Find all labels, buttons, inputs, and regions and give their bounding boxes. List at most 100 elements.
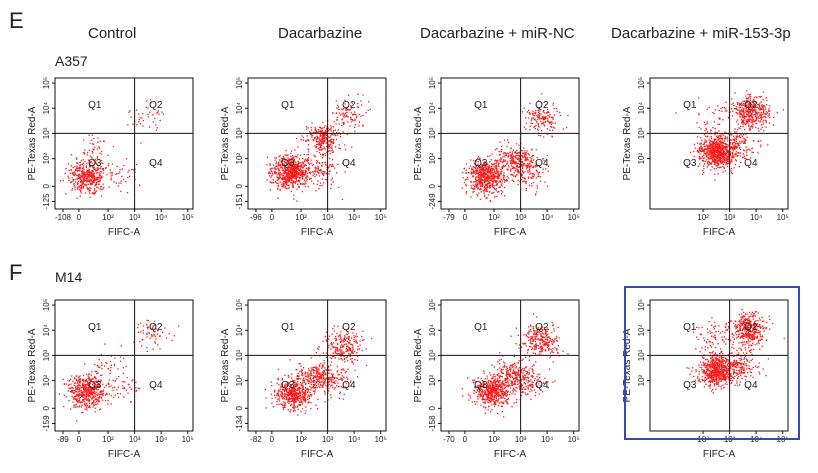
scatter-point xyxy=(742,108,745,110)
scatter-point xyxy=(704,139,706,141)
scatter-point xyxy=(719,153,721,155)
scatter-point xyxy=(506,145,508,148)
scatter-point xyxy=(86,407,88,409)
scatter-point xyxy=(85,177,87,179)
scatter-point xyxy=(494,175,496,177)
quadrant-label-q1: Q1 xyxy=(474,100,488,111)
scatter-point xyxy=(82,187,84,190)
scatter-point xyxy=(540,113,542,115)
scatter-point xyxy=(511,152,513,155)
scatter-point xyxy=(488,180,490,182)
scatter-point xyxy=(487,185,489,187)
scatter-point xyxy=(721,149,723,151)
scatter-point xyxy=(481,167,483,170)
scatter-point xyxy=(562,128,564,130)
scatter-point xyxy=(82,159,84,161)
scatter-point xyxy=(306,160,309,162)
scatter-point xyxy=(284,180,286,183)
scatter-point xyxy=(304,170,307,172)
scatter-point xyxy=(328,128,331,130)
scatter-point xyxy=(753,108,756,110)
scatter-point xyxy=(526,165,528,167)
scatter-point xyxy=(321,144,323,146)
scatter-point xyxy=(330,147,332,149)
scatter-point xyxy=(721,150,723,152)
scatter-point xyxy=(534,164,536,166)
scatter-point xyxy=(706,121,709,123)
scatter-point xyxy=(86,187,88,189)
scatter-point xyxy=(515,143,518,145)
scatter-point xyxy=(740,109,743,111)
scatter-point xyxy=(325,133,327,135)
scatter-point xyxy=(310,171,312,173)
scatter-point xyxy=(542,158,544,160)
scatter-point xyxy=(545,168,547,170)
scatter-point xyxy=(757,140,759,143)
scatter-point xyxy=(494,187,496,189)
scatter-point xyxy=(733,135,735,137)
scatter-point xyxy=(712,156,714,159)
scatter-point xyxy=(705,135,707,137)
scatter-point xyxy=(543,160,545,162)
scatter-point xyxy=(532,182,535,184)
scatter-point xyxy=(718,151,720,153)
scatter-point xyxy=(702,149,704,151)
scatter-point xyxy=(283,176,285,179)
scatter-point xyxy=(733,155,735,157)
scatter-point xyxy=(748,118,750,120)
scatter-point xyxy=(67,175,69,177)
quadrant-label-q4: Q4 xyxy=(744,158,758,169)
scatter-point xyxy=(720,149,722,151)
scatter-point xyxy=(530,119,532,122)
scatter-point xyxy=(763,113,765,115)
scatter-point xyxy=(512,160,514,162)
scatter-point xyxy=(523,177,526,179)
scatter-point xyxy=(72,166,74,169)
scatter-point xyxy=(537,128,539,130)
scatter-point xyxy=(488,186,490,188)
scatter-point xyxy=(712,154,714,157)
scatter-point xyxy=(719,135,721,137)
scatter-point xyxy=(480,184,482,187)
scatter-point xyxy=(87,171,89,173)
scatter-point xyxy=(547,111,549,114)
scatter-point xyxy=(726,151,728,153)
scatter-point xyxy=(705,141,707,143)
scatter-point xyxy=(723,167,726,170)
scatter-point xyxy=(76,399,78,401)
scatter-point xyxy=(287,187,289,190)
scatter-point xyxy=(500,160,502,162)
scatter-point xyxy=(704,130,706,132)
scatter-point xyxy=(323,146,325,148)
scatter-point xyxy=(343,122,345,124)
scatter-point xyxy=(102,169,104,171)
scatter-point xyxy=(755,113,757,115)
scatter-point xyxy=(332,141,334,143)
scatter-point xyxy=(284,162,286,164)
scatter-point xyxy=(765,110,767,113)
scatter-point xyxy=(494,159,497,161)
scatter-point xyxy=(330,140,332,143)
scatter-point xyxy=(322,153,324,156)
scatter-point xyxy=(349,125,351,127)
scatter-point xyxy=(723,140,726,142)
scatter-point xyxy=(731,157,734,159)
scatter-point xyxy=(110,175,112,177)
scatter-point xyxy=(718,109,720,112)
scatter-point xyxy=(295,170,297,172)
scatter-point xyxy=(511,153,513,155)
scatter-point xyxy=(526,165,528,168)
scatter-point xyxy=(285,178,287,181)
scatter-point xyxy=(705,148,707,150)
scatter-point xyxy=(744,140,746,143)
scatter-point xyxy=(536,106,539,108)
scatter-point xyxy=(71,177,73,179)
scatter-point xyxy=(303,173,305,175)
scatter-point xyxy=(544,118,546,121)
scatter-point xyxy=(95,178,97,181)
scatter-point xyxy=(339,133,341,135)
scatter-point xyxy=(725,154,727,156)
scatter-point xyxy=(483,167,485,169)
scatter-point xyxy=(337,106,340,108)
